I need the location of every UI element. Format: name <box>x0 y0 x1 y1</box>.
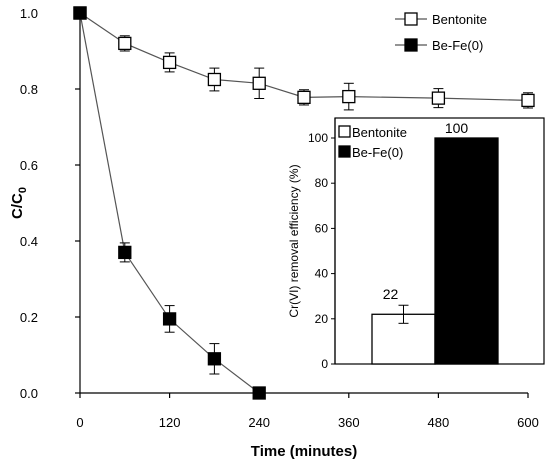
legend-befe-marker <box>404 38 418 52</box>
x-tick-label: 360 <box>338 415 360 430</box>
data-point-be-fe0 <box>162 312 177 326</box>
data-point-be-fe0 <box>207 352 222 366</box>
data-point-bentonite <box>297 90 311 105</box>
data-point-bentonite <box>342 89 356 104</box>
data-point-be-fe0 <box>118 245 132 260</box>
main-series-layer <box>73 6 535 400</box>
main-y-ticks: 0.0 0.2 0.4 0.6 0.8 1.0 <box>20 6 80 401</box>
data-point-be-fe0 <box>73 6 87 20</box>
x-tick-label: 480 <box>428 415 450 430</box>
data-point-bentonite <box>431 91 446 105</box>
inset-bar-chart: 0 20 40 60 80 100 Cr(VI) removal efficiency (… <box>287 117 545 371</box>
inset-y-tick-label: 40 <box>315 267 329 281</box>
legend-bentonite-marker <box>404 12 418 26</box>
inset-y-ticks: 0 20 40 60 80 100 <box>308 131 335 371</box>
x-tick-label: 600 <box>517 415 539 430</box>
main-plot-axes <box>79 13 528 394</box>
inset-legend-befe-swatch <box>338 145 351 158</box>
data-point-bentonite <box>162 55 177 70</box>
inset-y-tick-label: 0 <box>321 357 328 371</box>
y-tick-label: 0.6 <box>20 158 38 173</box>
x-axis-title: Time (minutes) <box>251 443 357 460</box>
y-tick-label: 1.0 <box>20 6 38 21</box>
inset-legend: Bentonite Be-Fe(0) <box>338 125 407 160</box>
main-x-ticks: 0 120 240 360 480 600 <box>76 393 539 430</box>
inset-bar-value-label: 22 <box>383 286 399 302</box>
data-point-bentonite <box>207 72 222 87</box>
x-tick-label: 0 <box>76 415 83 430</box>
inset-bar-value-label: 100 <box>445 120 469 136</box>
y-tick-label: 0.2 <box>20 310 38 325</box>
inset-bars-layer: 22 100 <box>371 120 499 365</box>
x-tick-label: 120 <box>159 415 181 430</box>
inset-y-axis-title: Cr(VI) removal efficiency (%) <box>287 164 301 317</box>
x-tick-label: 240 <box>248 415 270 430</box>
inset-y-tick-label: 20 <box>315 312 329 326</box>
inset-legend-befe-label: Be-Fe(0) <box>352 145 403 160</box>
inset-y-tick-label: 60 <box>315 221 329 235</box>
y-tick-label: 0.4 <box>20 234 38 249</box>
y-axis-title-subscript: 0 <box>17 187 29 193</box>
inset-y-tick-label: 80 <box>315 176 329 190</box>
inset-y-tick-label: 100 <box>308 131 328 145</box>
legend-befe-label: Be-Fe(0) <box>432 38 483 53</box>
data-point-be-fe0 <box>252 386 266 400</box>
inset-legend-bentonite-swatch <box>338 125 351 138</box>
y-tick-label: 0.0 <box>20 386 38 401</box>
y-axis-title: C/C0 <box>9 187 29 219</box>
y-axis-title-main: C/C <box>9 193 26 219</box>
main-legend: Bentonite Be-Fe(0) <box>395 12 487 53</box>
y-tick-label: 0.8 <box>20 82 38 97</box>
data-point-bentonite <box>252 76 266 90</box>
data-point-bentonite <box>521 93 535 108</box>
legend-bentonite-label: Bentonite <box>432 12 487 27</box>
inset-legend-bentonite-label: Bentonite <box>352 125 407 140</box>
data-point-bentonite <box>118 36 132 51</box>
inset-bar-be-fe0 <box>434 137 499 365</box>
